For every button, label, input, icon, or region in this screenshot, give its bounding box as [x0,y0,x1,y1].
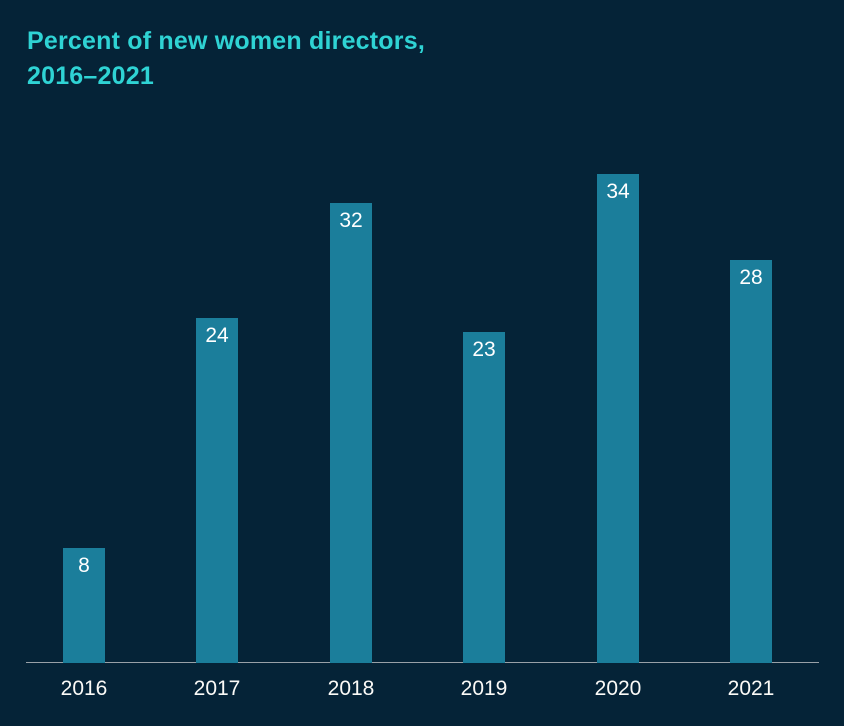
bar-value-label: 34 [606,180,630,203]
x-axis-tick-label: 2021 [727,677,775,700]
bar-value-label: 24 [205,324,229,347]
x-axis-tick-label: 2018 [327,677,375,700]
bar-value-label: 8 [78,554,90,577]
x-axis-tick-label: 2017 [193,677,241,700]
x-axis-tick-label: 2020 [594,677,642,700]
x-axis-tick-label: 2016 [60,677,108,700]
bar-2016: 8 [63,548,105,663]
bar-2017: 24 [196,318,238,663]
chart-title-line-2: 2016–2021 [27,62,154,90]
x-axis-tick-label: 2019 [460,677,508,700]
bar-value-label: 32 [339,209,363,232]
chart-title-line-1: Percent of new women directors, [27,27,425,55]
bar-2018: 32 [330,203,372,663]
bar-value-label: 28 [739,266,763,289]
x-axis-line [26,662,819,663]
bar-2020: 34 [597,174,639,663]
chart-title: Percent of new women directors, 2016–202… [27,24,425,94]
bar-2019: 23 [463,332,505,663]
bar-value-label: 23 [472,338,496,361]
bar-2021: 28 [730,260,772,663]
